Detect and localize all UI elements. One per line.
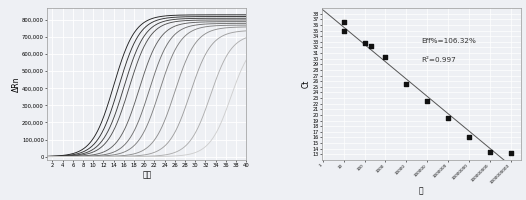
Point — [360, 42, 369, 45]
X-axis label: 量: 量 — [419, 186, 423, 195]
Point — [423, 99, 431, 102]
Point — [444, 116, 452, 119]
Point — [381, 55, 390, 59]
Point — [485, 150, 494, 153]
Point — [339, 29, 348, 32]
Point — [507, 152, 515, 155]
Point — [402, 82, 411, 86]
Text: Eff%=106.32%: Eff%=106.32% — [421, 38, 476, 44]
X-axis label: 循环: 循环 — [142, 170, 151, 179]
Y-axis label: ΔRn: ΔRn — [12, 76, 21, 92]
Point — [367, 45, 375, 48]
Y-axis label: Ct: Ct — [302, 80, 311, 88]
Point — [339, 20, 348, 24]
Text: R²=0.997: R²=0.997 — [421, 57, 456, 63]
Point — [465, 136, 473, 139]
